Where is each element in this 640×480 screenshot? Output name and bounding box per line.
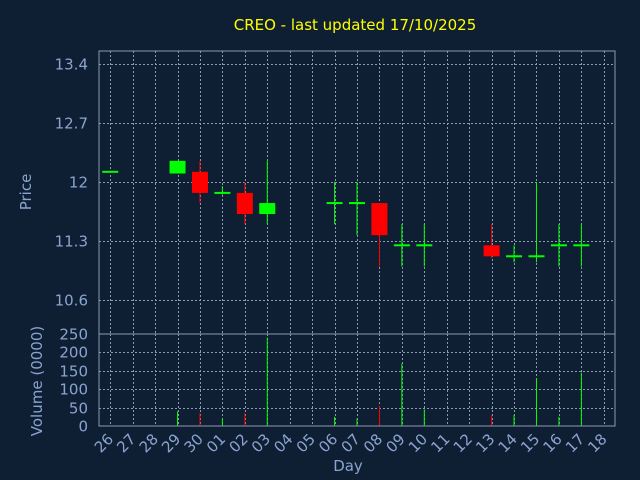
volume-tick-label: 200 [59, 344, 88, 362]
volume-grid [99, 334, 615, 426]
candle-body [550, 244, 567, 247]
price-tick-label: 12.7 [55, 115, 88, 133]
candle-body [214, 191, 231, 194]
candle-body [102, 170, 119, 173]
volume-tick-label: 100 [59, 381, 88, 399]
volume-tick-label: 150 [59, 363, 88, 381]
candle-body [528, 255, 545, 258]
candles [102, 160, 590, 267]
price-tick-label: 12 [69, 174, 88, 192]
candle-body [326, 202, 343, 205]
volume-tick-label: 50 [69, 400, 88, 418]
price-tick-label: 10.6 [55, 292, 88, 310]
candle-body [371, 203, 388, 236]
price-tick-label: 13.4 [55, 56, 88, 74]
candle-body [236, 192, 253, 215]
price-tick-label: 11.3 [55, 233, 88, 251]
candle-body [483, 245, 500, 257]
volume-tick-label: 0 [78, 418, 88, 436]
candle-body [259, 203, 276, 215]
candle-body [393, 244, 410, 247]
volume-axis-label: Volume (0000) [28, 326, 46, 436]
x-ticks: 2627282930010203040506070809101112131415… [91, 430, 611, 456]
x-axis-label: Day [333, 457, 363, 475]
volume-tick-label: 250 [59, 326, 88, 344]
chart-title: CREO - last updated 17/10/2025 [234, 16, 477, 34]
x-tick-label: 18 [584, 430, 610, 456]
candle-body [506, 255, 523, 258]
price-axis-label: Price [17, 174, 35, 211]
volume-panel-frame [98, 333, 616, 427]
price-y-ticks: 13.4 12.7 12 11.3 10.6 [55, 56, 88, 310]
candle-body [573, 244, 590, 247]
candle-body [349, 202, 365, 205]
candle-body [169, 160, 186, 174]
candle-body [191, 171, 208, 193]
candle-body [416, 244, 433, 247]
volume-bars [177, 337, 582, 426]
